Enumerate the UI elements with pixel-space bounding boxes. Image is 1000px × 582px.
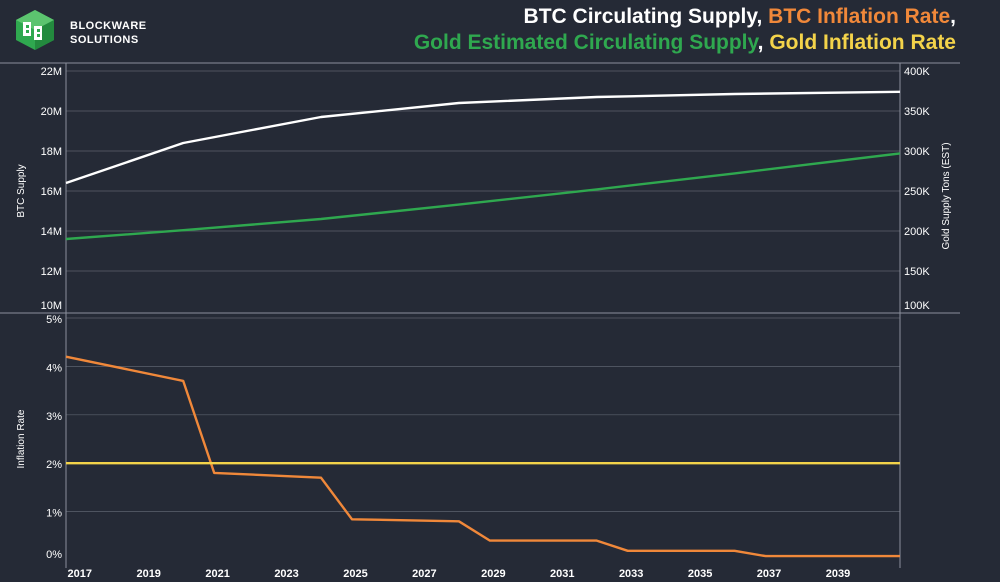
x-tick-label: 2027 xyxy=(412,568,436,580)
brand-line1: BLOCKWARE xyxy=(70,20,147,32)
x-tick-label: 2017 xyxy=(68,568,92,580)
top-right-tick-label: 150K xyxy=(904,266,930,278)
top-left-tick-label: 22M xyxy=(41,66,62,78)
title-sep-1: , xyxy=(756,5,769,28)
title-gold-inflation: Gold Inflation Rate xyxy=(769,31,956,54)
top-right-tick-label: 250K xyxy=(904,186,930,198)
title-btc-inflation: BTC Inflation Rate xyxy=(768,5,951,28)
gold-supply-line xyxy=(65,152,901,241)
x-tick-label: 2035 xyxy=(688,568,712,580)
top-right-tick-label: 200K xyxy=(904,226,930,238)
inflation-axis-label: Inflation Rate xyxy=(16,409,27,468)
bottom-tick-label: 5% xyxy=(46,314,62,326)
x-tick-label: 2033 xyxy=(619,568,643,580)
chart-title-line2: Gold Estimated Circulating Supply, Gold … xyxy=(414,31,956,55)
x-tick-label: 2019 xyxy=(136,568,160,580)
x-tick-label: 2039 xyxy=(826,568,850,580)
bottom-tick-label: 3% xyxy=(46,411,62,423)
btc-supply-line xyxy=(65,90,901,185)
top-left-tick-label: 20M xyxy=(41,106,62,118)
x-tick-label: 2031 xyxy=(550,568,574,580)
bottom-tick-label: 0% xyxy=(46,549,62,561)
bottom-tick-label: 2% xyxy=(46,459,62,471)
top-right-tick-label: 400K xyxy=(904,66,930,78)
x-tick-label: 2021 xyxy=(205,568,229,580)
title-gold-supply: Gold Estimated Circulating Supply xyxy=(413,31,758,54)
brand-line2: SOLUTIONS xyxy=(70,34,139,46)
top-right-tick-label: 350K xyxy=(904,106,930,118)
top-right-tick-label: 300K xyxy=(904,146,930,158)
top-right-tick-label: 100K xyxy=(904,300,930,312)
blockware-logo: BLOCKWARE SOLUTIONS xyxy=(10,8,146,57)
top-left-tick-label: 10M xyxy=(41,300,62,312)
top-left-tick-label: 14M xyxy=(41,226,62,238)
x-tick-label: 2029 xyxy=(481,568,505,580)
x-tick-label: 2037 xyxy=(757,568,781,580)
title-btc-supply: BTC Circulating Supply xyxy=(523,5,757,28)
x-tick-label: 2025 xyxy=(343,568,367,580)
title-sep-3: , xyxy=(757,31,770,54)
x-tick-label: 2023 xyxy=(274,568,298,580)
blockware-logo-icon xyxy=(16,10,54,50)
gold-supply-axis-label: Gold Supply Tons (EST) xyxy=(941,142,952,249)
bottom-tick-label: 1% xyxy=(46,508,62,520)
btc-supply-axis-label: BTC Supply xyxy=(16,164,27,217)
top-left-tick-label: 18M xyxy=(41,146,62,158)
bottom-tick-label: 4% xyxy=(46,362,62,374)
chart-title-line1: BTC Circulating Supply, BTC Inflation Ra… xyxy=(524,5,956,29)
top-left-tick-label: 16M xyxy=(41,186,62,198)
btc-inflation-line xyxy=(65,355,900,558)
top-left-tick-label: 12M xyxy=(41,266,62,278)
title-sep-2: , xyxy=(950,5,956,28)
